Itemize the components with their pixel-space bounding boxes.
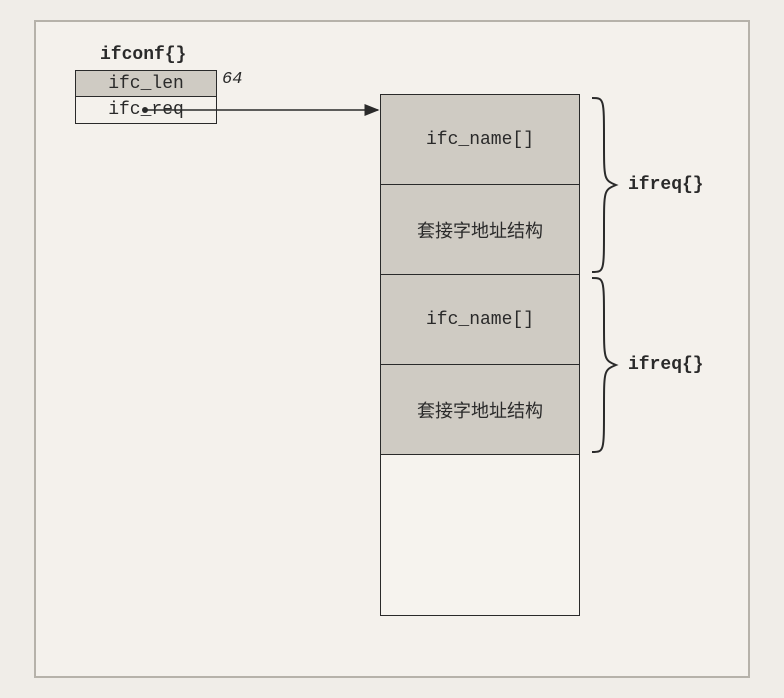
ifconf-row-ifc-len: ifc_len: [76, 71, 216, 97]
buffer-cell-ifreq1-addr: 套接字地址结构: [381, 365, 579, 455]
ifconf-title: ifconf{}: [100, 45, 186, 65]
buffer-cell-ifreq0-addr: 套接字地址结构: [381, 185, 579, 275]
brace-ifreq-0: [590, 96, 620, 274]
brace-ifreq-1: [590, 276, 620, 454]
ifconf-row-ifc-req: ifc_req: [76, 97, 216, 123]
ifconf-box: ifc_len ifc_req: [75, 70, 217, 124]
ifreq-label-0: ifreq{}: [628, 175, 704, 195]
ifreq-label-1: ifreq{}: [628, 355, 704, 375]
buffer-cell-empty: [381, 455, 579, 615]
buffer-box: ifc_name[] 套接字地址结构 ifc_name[] 套接字地址结构: [380, 94, 580, 616]
ifc-len-value: 64: [222, 70, 242, 89]
buffer-cell-ifreq0-name: ifc_name[]: [381, 95, 579, 185]
buffer-cell-ifreq1-name: ifc_name[]: [381, 275, 579, 365]
